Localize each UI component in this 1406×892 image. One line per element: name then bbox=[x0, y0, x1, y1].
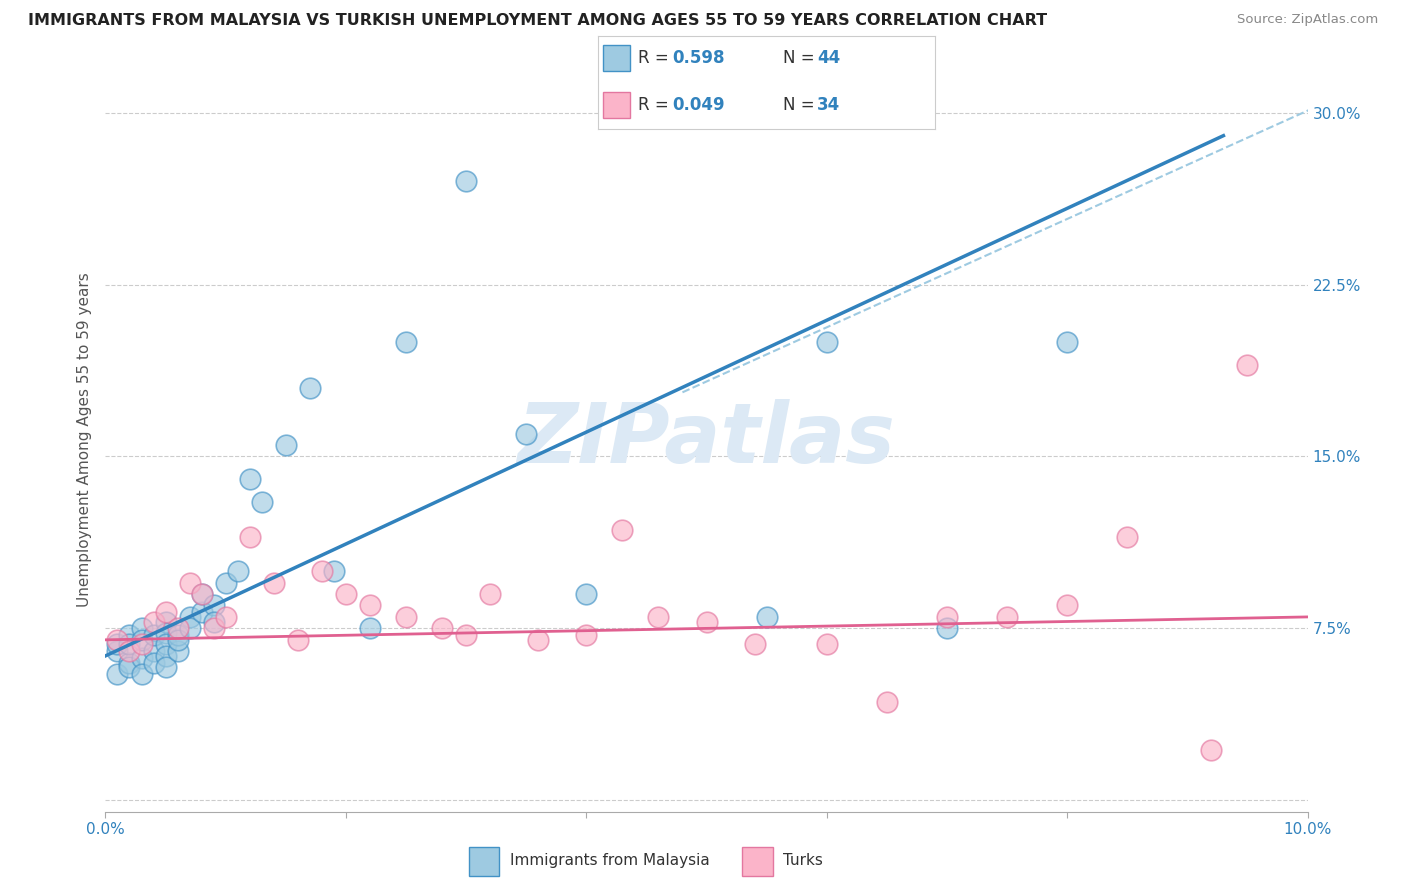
Point bbox=[179, 575, 201, 590]
Point bbox=[166, 621, 188, 635]
Point bbox=[239, 472, 262, 486]
Point bbox=[575, 587, 598, 601]
Point bbox=[202, 621, 225, 635]
Y-axis label: Unemployment Among Ages 55 to 59 years: Unemployment Among Ages 55 to 59 years bbox=[76, 272, 91, 607]
Point bbox=[454, 174, 477, 188]
Point bbox=[696, 615, 718, 629]
Point bbox=[190, 605, 212, 619]
Point bbox=[131, 621, 153, 635]
Point bbox=[359, 621, 381, 635]
Point bbox=[155, 648, 177, 663]
Point bbox=[298, 381, 321, 395]
Point bbox=[118, 628, 141, 642]
Point bbox=[395, 334, 418, 349]
Point bbox=[166, 632, 188, 647]
Text: Immigrants from Malaysia: Immigrants from Malaysia bbox=[509, 854, 709, 868]
Point bbox=[527, 632, 550, 647]
Point bbox=[142, 615, 165, 629]
Point bbox=[612, 523, 634, 537]
Point bbox=[311, 564, 333, 578]
Point bbox=[107, 667, 129, 681]
Point bbox=[430, 621, 453, 635]
Point bbox=[202, 615, 225, 629]
Point bbox=[118, 660, 141, 674]
Point bbox=[226, 564, 249, 578]
Text: Source: ZipAtlas.com: Source: ZipAtlas.com bbox=[1237, 13, 1378, 27]
Point bbox=[936, 621, 959, 635]
Point bbox=[214, 575, 236, 590]
Text: ZIPatlas: ZIPatlas bbox=[517, 399, 896, 480]
Point bbox=[239, 530, 262, 544]
Point bbox=[131, 632, 153, 647]
Point bbox=[287, 632, 309, 647]
Point bbox=[142, 656, 165, 670]
Point bbox=[155, 605, 177, 619]
Point bbox=[142, 644, 165, 658]
Point bbox=[107, 637, 129, 651]
Point bbox=[118, 644, 141, 658]
Point bbox=[250, 495, 273, 509]
Text: N =: N = bbox=[783, 96, 820, 114]
Point bbox=[179, 621, 201, 635]
Point bbox=[1236, 358, 1258, 372]
Text: N =: N = bbox=[783, 49, 820, 67]
Point bbox=[1116, 530, 1139, 544]
Point bbox=[335, 587, 357, 601]
Point bbox=[274, 438, 297, 452]
Point bbox=[1201, 743, 1223, 757]
Point bbox=[755, 610, 778, 624]
Point bbox=[454, 628, 477, 642]
Point bbox=[479, 587, 502, 601]
Point bbox=[118, 637, 141, 651]
FancyBboxPatch shape bbox=[470, 847, 499, 876]
Point bbox=[202, 599, 225, 613]
Point bbox=[395, 610, 418, 624]
Point bbox=[131, 637, 153, 651]
Point bbox=[107, 644, 129, 658]
Point bbox=[263, 575, 285, 590]
Point bbox=[815, 334, 838, 349]
FancyBboxPatch shape bbox=[742, 847, 773, 876]
Point bbox=[166, 628, 188, 642]
Point bbox=[815, 637, 838, 651]
Point bbox=[166, 644, 188, 658]
Point bbox=[131, 667, 153, 681]
Text: 34: 34 bbox=[817, 96, 841, 114]
Point bbox=[995, 610, 1018, 624]
Text: 0.598: 0.598 bbox=[672, 49, 724, 67]
Text: Turks: Turks bbox=[783, 854, 823, 868]
Point bbox=[575, 628, 598, 642]
Text: R =: R = bbox=[638, 49, 673, 67]
Point bbox=[1056, 334, 1078, 349]
Point bbox=[515, 426, 537, 441]
Point bbox=[155, 626, 177, 640]
FancyBboxPatch shape bbox=[603, 92, 630, 118]
Point bbox=[155, 660, 177, 674]
Point bbox=[876, 695, 898, 709]
Point bbox=[744, 637, 766, 651]
Point bbox=[647, 610, 669, 624]
Point bbox=[155, 615, 177, 629]
Point bbox=[190, 587, 212, 601]
Point bbox=[322, 564, 344, 578]
Point bbox=[179, 610, 201, 624]
Point bbox=[131, 651, 153, 665]
Point bbox=[142, 628, 165, 642]
Point bbox=[214, 610, 236, 624]
Point bbox=[1056, 599, 1078, 613]
Point bbox=[107, 632, 129, 647]
Point bbox=[118, 656, 141, 670]
Text: 44: 44 bbox=[817, 49, 841, 67]
Text: IMMIGRANTS FROM MALAYSIA VS TURKISH UNEMPLOYMENT AMONG AGES 55 TO 59 YEARS CORRE: IMMIGRANTS FROM MALAYSIA VS TURKISH UNEM… bbox=[28, 13, 1047, 29]
Point bbox=[190, 587, 212, 601]
Point bbox=[359, 599, 381, 613]
Point bbox=[936, 610, 959, 624]
Text: R =: R = bbox=[638, 96, 673, 114]
Point bbox=[155, 637, 177, 651]
FancyBboxPatch shape bbox=[603, 45, 630, 70]
Text: 0.049: 0.049 bbox=[672, 96, 724, 114]
